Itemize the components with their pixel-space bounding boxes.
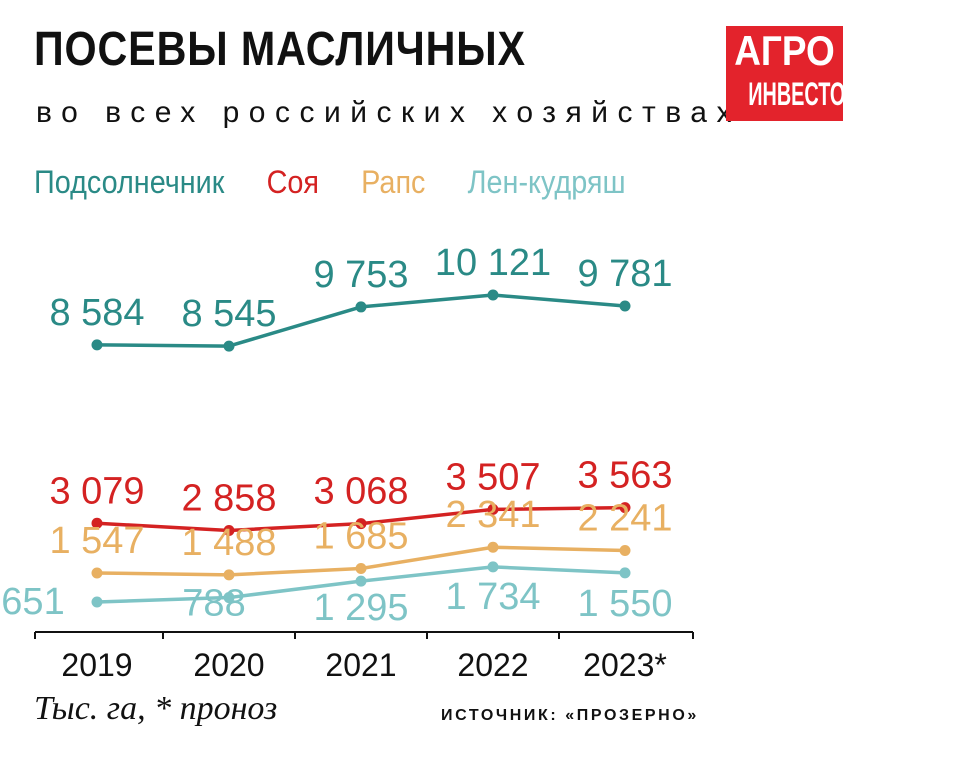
data-label: 2 341 (445, 494, 540, 536)
x-tick-label: 2023* (583, 647, 667, 683)
data-label: 8 545 (181, 293, 276, 335)
legend: Подсолнечник Соя Рапс Лен-кудряш (34, 164, 660, 201)
data-point (355, 575, 367, 587)
data-point (355, 518, 367, 530)
data-point (487, 289, 499, 301)
data-point (91, 339, 103, 351)
legend-item-rapeseed: Рапс (361, 164, 426, 200)
data-label: 9 781 (577, 253, 672, 295)
data-label: 2 241 (577, 497, 672, 539)
legend-item-sunflower: Подсолнечник (34, 164, 225, 200)
data-label: 3 563 (577, 455, 672, 497)
data-point (91, 596, 103, 608)
legend-item-camelina: Лен-кудряш (467, 164, 626, 200)
x-tick-label: 2022 (457, 647, 528, 683)
data-point (91, 567, 103, 579)
data-label: 788 (182, 583, 245, 625)
agroinvestor-logo: АГРО ИНВЕСТОР (726, 26, 843, 121)
data-point (91, 517, 103, 529)
data-point (355, 301, 367, 313)
data-point (223, 569, 235, 581)
data-point (619, 544, 631, 556)
data-point (223, 340, 235, 352)
data-label: 2 858 (181, 477, 276, 519)
chart-title: ПОСЕВЫ МАСЛИЧНЫХ (34, 23, 526, 76)
x-tick-label: 2019 (61, 647, 132, 683)
data-label: 1 550 (577, 583, 672, 625)
data-label: 3 507 (445, 456, 540, 498)
data-label: 10 121 (435, 242, 551, 284)
x-tick-label: 2020 (193, 647, 264, 683)
data-label: 651 (1, 581, 64, 623)
data-point (619, 300, 631, 312)
data-point (355, 562, 367, 574)
x-tick-label: 2021 (325, 647, 396, 683)
logo-line-1: АГРО (734, 27, 835, 74)
data-point (487, 503, 499, 515)
data-label: 1 547 (49, 520, 144, 562)
data-point (619, 567, 631, 579)
data-point (487, 561, 499, 573)
source-note: ИСТОЧНИК: «ПРОЗЕРНО» (441, 707, 699, 724)
units-footnote: Тыс. га, * проноз (34, 690, 278, 727)
data-point (619, 502, 631, 514)
data-point (223, 592, 235, 604)
chart-subtitle: во всех российских хозяйствах (36, 96, 741, 129)
data-label: 1 295 (313, 587, 408, 629)
data-point (223, 524, 235, 536)
legend-item-soy: Соя (266, 164, 319, 200)
data-point (487, 541, 499, 553)
data-label: 9 753 (313, 254, 408, 296)
data-label: 3 068 (313, 471, 408, 513)
data-label: 1 488 (181, 522, 276, 564)
data-label: 1 685 (313, 515, 408, 557)
data-label: 1 734 (445, 576, 540, 618)
data-label: 8 584 (49, 292, 144, 334)
data-label: 3 079 (49, 470, 144, 512)
